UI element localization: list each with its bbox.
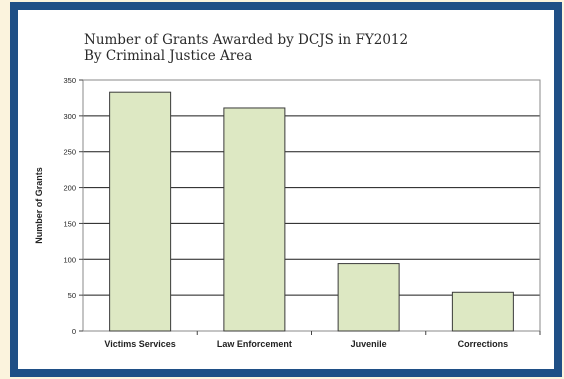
chart-frame: Number of Grants Awarded by DCJS in FY20… [10,2,562,377]
x-tick-label: Victims Services [104,339,175,349]
x-tick-label: Corrections [458,339,509,349]
y-tick-label: 300 [63,112,76,121]
chart-title: Number of Grants Awarded by DCJS in FY20… [84,32,409,48]
bar [451,291,514,332]
bar-chart: 0 50 100 150 200 250 300 350 Number of Grants Vic… [34,76,541,349]
y-tick-label: 350 [63,76,76,85]
y-axis-label: Number of Grants [34,167,44,244]
y-tick-label: 50 [68,291,76,300]
y-tick-label: 200 [63,184,76,193]
bar [109,91,172,332]
y-tick-label: 100 [63,255,76,264]
chart-panel: Number of Grants Awarded by DCJS in FY20… [18,10,554,369]
bar [337,263,400,332]
bar [223,107,286,332]
y-tick-label: 0 [72,327,76,336]
x-tick-label: Juvenile [351,339,387,349]
y-tick-label: 250 [63,148,76,157]
y-tick-label: 150 [63,219,76,228]
chart-title-block: Number of Grants Awarded by DCJS in FY20… [84,32,408,64]
chart-subtitle: By Criminal Justice Area [84,48,253,64]
x-tick-label: Law Enforcement [217,339,292,349]
